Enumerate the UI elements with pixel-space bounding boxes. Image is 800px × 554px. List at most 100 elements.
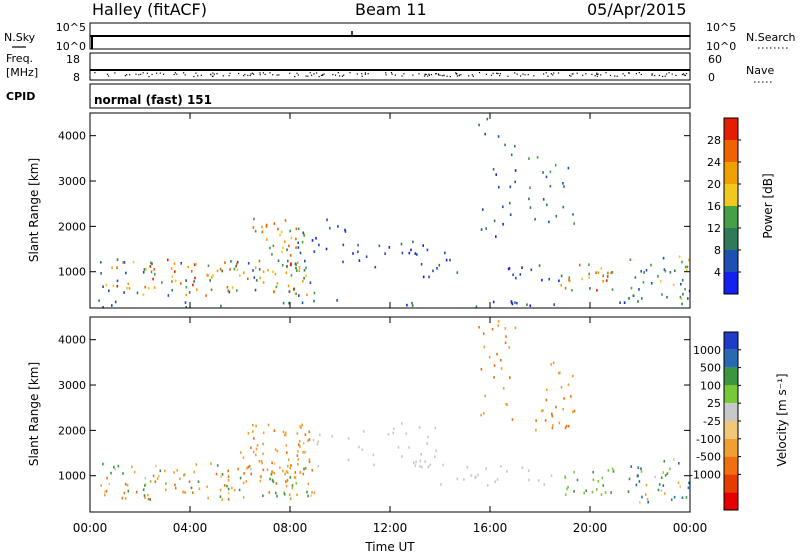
power-cell xyxy=(235,265,237,268)
velocity-panel: 4000300020001000 00:00 04:00 08:00 12:00 16:… xyxy=(27,317,707,554)
velocity-cell xyxy=(275,448,277,451)
velocity-cell xyxy=(297,454,299,457)
velocity-cell xyxy=(551,474,553,477)
velocity-cell xyxy=(401,422,403,425)
velocity-cell xyxy=(373,454,375,457)
velocity-cell xyxy=(420,453,422,456)
velocity-cell xyxy=(231,487,233,490)
nave-point xyxy=(659,75,660,76)
nave-point xyxy=(259,72,260,73)
power-cell xyxy=(185,301,187,304)
velocity-cell xyxy=(505,327,507,330)
velocity-cell xyxy=(664,492,666,495)
velocity-cell xyxy=(228,498,230,501)
velocity-cell xyxy=(373,464,375,467)
power-cell xyxy=(366,255,368,258)
velocity-cell xyxy=(598,480,600,483)
x-tick-label: 00:00 xyxy=(673,521,708,535)
power-cell xyxy=(596,289,598,292)
power-cell xyxy=(428,276,430,279)
power-cell xyxy=(344,229,346,232)
velocity-cell xyxy=(158,475,160,478)
velocity-cell xyxy=(669,468,671,471)
power-cell xyxy=(612,271,614,274)
power-cell xyxy=(336,299,338,302)
power-cell xyxy=(269,247,271,250)
power-cell xyxy=(314,292,316,295)
y-tick-label: 1000 xyxy=(58,470,86,483)
velocity-cell xyxy=(497,324,499,327)
velocity-cell xyxy=(659,483,661,486)
velocity-cell xyxy=(641,496,643,499)
velocity-cell xyxy=(249,465,251,468)
power-cell xyxy=(548,278,550,281)
velocity-colorbar-tick: -100 xyxy=(696,433,721,446)
nave-point xyxy=(311,75,312,76)
power-cell xyxy=(117,285,119,288)
velocity-cell xyxy=(297,450,299,453)
power-cell xyxy=(657,275,659,278)
nave-point xyxy=(338,72,339,73)
velocity-cell xyxy=(290,497,292,500)
velocity-cell xyxy=(160,470,162,473)
nave-point xyxy=(597,76,598,77)
velocity-cell xyxy=(275,492,277,495)
velocity-cell xyxy=(506,470,508,473)
velocity-cell xyxy=(572,375,574,378)
power-cell xyxy=(561,275,563,278)
nave-point xyxy=(517,74,518,75)
power-cell xyxy=(248,262,250,265)
velocity-cell xyxy=(661,476,663,479)
power-cell xyxy=(650,264,652,267)
power-cell xyxy=(289,230,291,233)
power-cell xyxy=(530,304,532,307)
power-cell xyxy=(286,271,288,274)
power-colorbar-segment xyxy=(724,140,738,162)
cpid-label: CPID xyxy=(6,90,35,103)
y-tick-label: 4000 xyxy=(58,130,86,143)
velocity-cell xyxy=(551,413,553,416)
power-cell xyxy=(579,264,581,267)
power-cell xyxy=(284,241,286,244)
freq-tick-bottom: 8 xyxy=(73,71,80,84)
velocity-cell xyxy=(106,490,108,493)
nave-point xyxy=(447,76,448,77)
power-cell xyxy=(276,286,278,289)
power-cell xyxy=(113,285,115,288)
power-cell xyxy=(252,269,254,272)
power-cell xyxy=(528,198,530,201)
power-cell xyxy=(295,262,297,265)
power-cell xyxy=(495,173,497,176)
velocity-cell xyxy=(296,494,298,497)
velocity-cell xyxy=(419,465,421,468)
velocity-cell xyxy=(565,493,567,496)
power-cell xyxy=(680,283,682,286)
noise-strip: N.Sky 10^5 10^0 10^5 10^0 N.Search xyxy=(4,21,796,53)
power-cell xyxy=(192,284,194,287)
velocity-cell xyxy=(665,474,667,477)
nave-point xyxy=(296,73,297,74)
nave-point xyxy=(201,75,202,76)
power-cell xyxy=(607,275,609,278)
velocity-cell xyxy=(535,419,537,422)
velocity-colorbar-tick: -1000 xyxy=(689,468,721,481)
power-cell xyxy=(108,290,110,293)
nave-point xyxy=(342,76,343,77)
power-cell xyxy=(494,220,496,223)
velocity-cell xyxy=(419,426,421,429)
power-cell xyxy=(529,186,531,189)
velocity-cell xyxy=(545,419,547,422)
power-cell xyxy=(171,289,173,292)
velocity-cell xyxy=(494,364,496,367)
time-xlabel: Time UT xyxy=(364,540,415,554)
velocity-cell xyxy=(304,451,306,454)
velocity-cell xyxy=(401,455,403,458)
power-cell xyxy=(289,290,291,293)
power-cell xyxy=(357,244,359,247)
power-cell xyxy=(133,261,135,264)
velocity-cell xyxy=(274,463,276,466)
power-cell xyxy=(508,268,510,271)
power-cell xyxy=(607,272,609,275)
velocity-cell xyxy=(164,470,166,473)
velocity-cell xyxy=(646,484,648,487)
